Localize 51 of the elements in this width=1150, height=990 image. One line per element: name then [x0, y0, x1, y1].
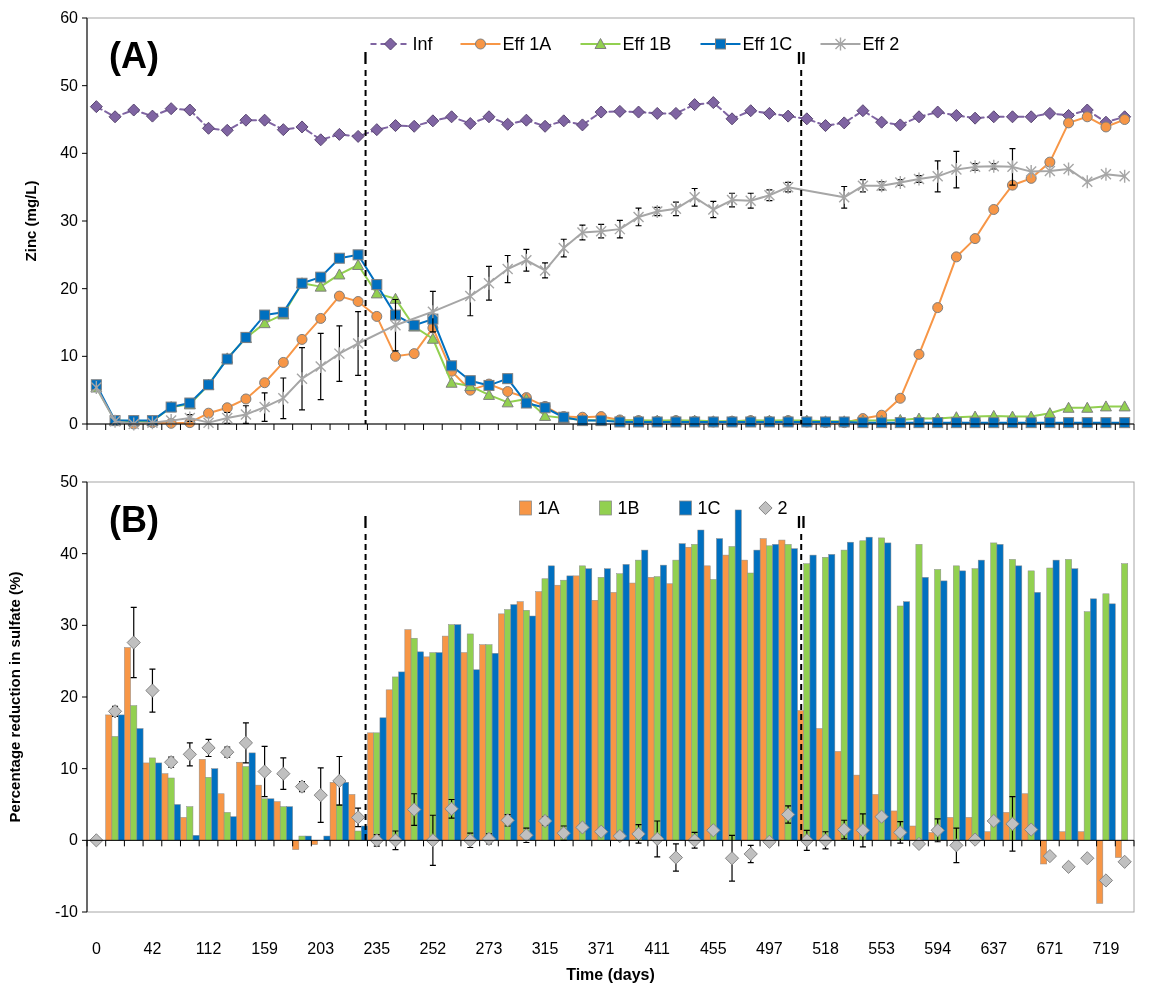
- y-tick-label: 50: [60, 473, 79, 490]
- x-tick-label: 497: [756, 940, 783, 957]
- y-tick-label: 10: [60, 759, 79, 777]
- legend-label: 2: [777, 498, 788, 518]
- x-tick-label: 203: [307, 940, 335, 957]
- legend-label: Eff 1B: [622, 34, 672, 54]
- annotation: I: [363, 50, 368, 67]
- y-axis-title: Percentage reduction in sulfate (%): [6, 571, 23, 823]
- x-tick-label: 42: [143, 940, 162, 957]
- x-tick-label: 719: [1092, 940, 1120, 957]
- x-tick-label: 0: [91, 940, 101, 957]
- x-axis-title: Time (days): [566, 966, 655, 983]
- x-tick-label: 671: [1036, 940, 1064, 957]
- y-tick-label: 0: [69, 415, 79, 432]
- y-tick-label: 30: [60, 616, 79, 634]
- x-tick-label: 637: [980, 940, 1008, 957]
- y-tick-label: 40: [60, 544, 79, 562]
- text: (B): [109, 499, 159, 540]
- x-tick-label: 252: [419, 940, 447, 957]
- annotation: I: [363, 514, 368, 531]
- x-tick-label: 273: [475, 940, 503, 957]
- y-axis-title: Zinc (mg/L): [22, 180, 39, 262]
- x-tick-label: 159: [251, 940, 279, 957]
- annotation: II: [796, 50, 806, 67]
- legend-label: Inf: [412, 34, 434, 54]
- legend-label: Eff 2: [862, 34, 900, 54]
- x-tick-label: 411: [644, 940, 671, 957]
- annotation: II: [796, 514, 806, 531]
- y-tick-label: 40: [60, 144, 79, 162]
- legend-label: Eff 1C: [742, 34, 793, 54]
- y-tick-label: 20: [60, 688, 79, 705]
- x-tick-label: 553: [868, 940, 896, 957]
- x-tick-label: 455: [699, 940, 727, 957]
- x-tick-label: 371: [587, 940, 615, 957]
- text: (A): [109, 35, 159, 76]
- y-tick-label: 10: [60, 347, 79, 365]
- x-tick-label: 518: [812, 940, 839, 957]
- y-tick-label: 60: [60, 9, 79, 26]
- legend-label: 1C: [697, 498, 721, 518]
- y-tick-label: 30: [60, 212, 79, 229]
- y-tick-label: -10: [54, 903, 79, 920]
- x-tick-label: 594: [924, 940, 952, 957]
- y-tick-label: 50: [60, 76, 79, 94]
- legend-label: Eff 1A: [502, 34, 552, 54]
- legend-label: 1A: [537, 498, 560, 518]
- y-tick-label: 20: [60, 279, 79, 297]
- x-tick-label: 235: [363, 940, 391, 957]
- x-tick-label: 315: [531, 940, 559, 957]
- legend-label: 1B: [617, 498, 640, 518]
- x-tick-label: 112: [195, 940, 222, 957]
- y-tick-label: 0: [69, 831, 79, 849]
